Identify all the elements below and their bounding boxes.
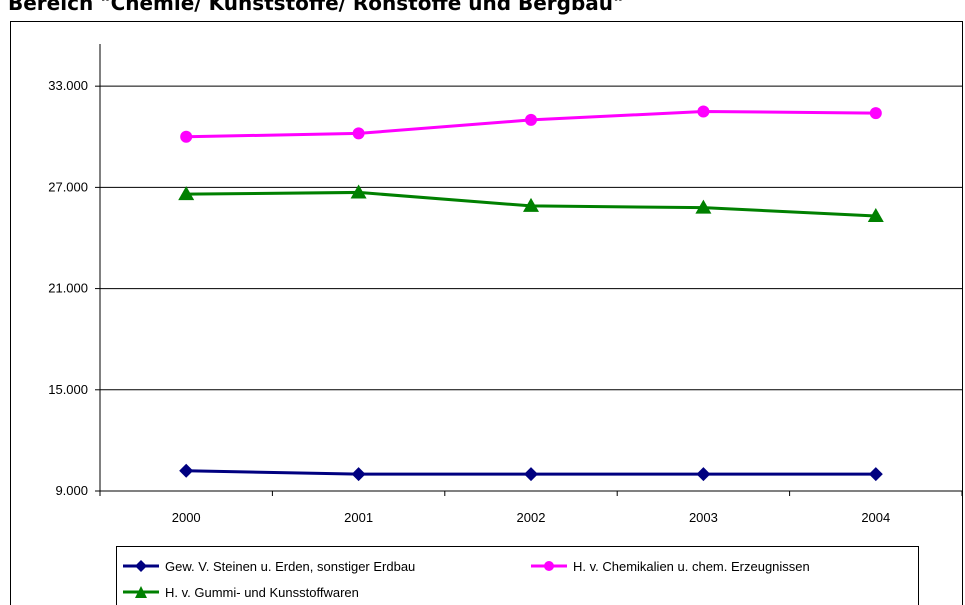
chart-area <box>10 21 963 605</box>
x-tick-label: 2001 <box>344 510 373 525</box>
data-point-circle <box>697 105 710 118</box>
legend-label: Gew. V. Steinen u. Erden, sonstiger Erdb… <box>165 558 416 574</box>
legend-item-chemikalien: H. v. Chemikalien u. chem. Erzeugnissen <box>529 557 810 575</box>
legend-label: H. v. Chemikalien u. chem. Erzeugnissen <box>573 558 810 574</box>
page-title: Bereich "Chemie/ Kunststoffe/ Rohstoffe … <box>8 0 624 15</box>
data-point-triangle <box>178 186 195 201</box>
y-tick-label: 33.000 <box>48 78 88 93</box>
data-point-diamond <box>696 467 711 482</box>
legend-label: H. v. Gummi- und Kunsstoffwaren <box>165 584 359 600</box>
data-point-circle <box>352 127 365 140</box>
y-tick-label: 27.000 <box>48 179 88 194</box>
data-point-triangle <box>867 208 884 223</box>
data-point-circle <box>180 130 193 143</box>
y-tick-label: 15.000 <box>48 382 88 397</box>
data-point-diamond <box>179 463 194 478</box>
data-point-diamond <box>351 467 366 482</box>
legend-item-steinen: Gew. V. Steinen u. Erden, sonstiger Erdb… <box>121 557 415 575</box>
y-tick-label: 9.000 <box>55 483 88 498</box>
chart-legend: Gew. V. Steinen u. Erden, sonstiger Erdb… <box>116 546 919 605</box>
legend-item-gummi: H. v. Gummi- und Kunsstoffwaren <box>121 583 359 601</box>
legend-marker-diamond-icon <box>123 560 159 572</box>
y-tick-label: 21.000 <box>48 281 88 296</box>
data-point-circle <box>525 113 537 126</box>
legend-marker-triangle-icon <box>123 586 159 598</box>
x-tick-label: 2002 <box>517 510 546 525</box>
data-point-diamond <box>524 467 538 482</box>
data-point-triangle <box>350 184 367 199</box>
legend-marker-circle-icon <box>531 561 567 571</box>
data-point-triangle <box>523 197 539 212</box>
x-tick-label: 2003 <box>689 510 718 525</box>
x-tick-label: 2004 <box>861 510 890 525</box>
x-tick-label: 2000 <box>172 510 201 525</box>
data-point-circle <box>869 107 882 120</box>
data-point-diamond <box>868 467 883 482</box>
data-point-triangle <box>695 199 712 214</box>
